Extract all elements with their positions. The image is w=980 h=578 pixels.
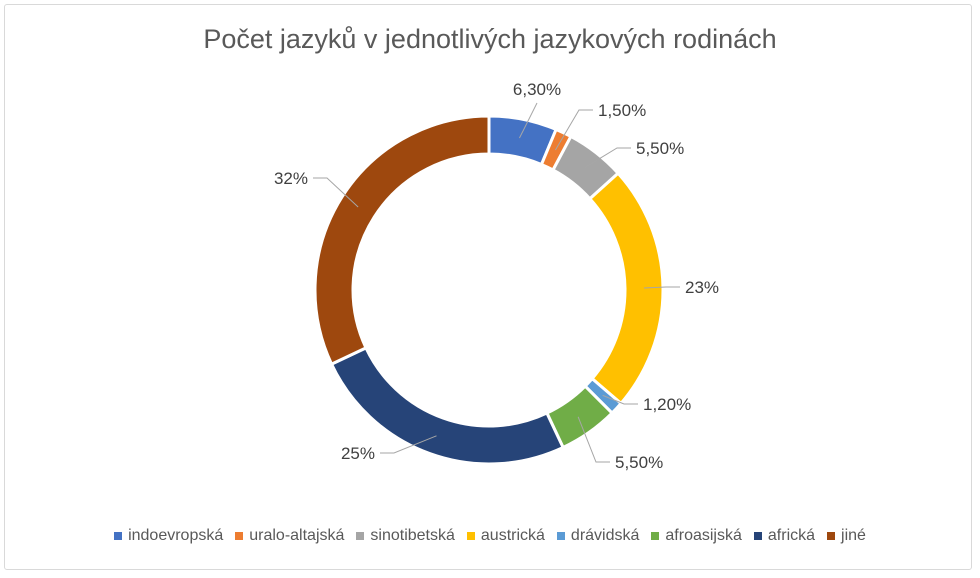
leader-line: [602, 394, 638, 405]
data-label: 5,50%: [636, 139, 684, 158]
legend-swatch: [651, 532, 660, 540]
legend-swatch: [356, 532, 365, 540]
data-label: 5,50%: [615, 453, 663, 472]
legend-label: austrická: [480, 527, 545, 544]
slice-austrická: [587, 171, 665, 406]
legend: indoevropská uralo-altajská sinotibetská au…: [0, 527, 980, 545]
legend-item: africká: [753, 527, 816, 545]
leader-line: [313, 177, 359, 208]
legend-label: drávidská: [570, 527, 640, 544]
legend-swatch: [114, 532, 123, 540]
data-label: 1,50%: [598, 101, 646, 120]
leader-line: [643, 286, 680, 289]
data-label: 32%: [274, 169, 308, 188]
legend-item: uralo-altajská: [235, 527, 344, 545]
data-label: 1,20%: [643, 395, 691, 414]
leader-line: [519, 102, 538, 139]
legend-label: sinotibetská: [370, 527, 455, 544]
leader-line: [577, 416, 610, 463]
legend-item: sinotibetská: [356, 527, 455, 545]
leader-line: [380, 435, 437, 454]
slice-jiné: [313, 114, 491, 367]
legend-item: drávidská: [556, 527, 640, 545]
legend-swatch: [556, 532, 565, 540]
legend-item: austrická: [466, 527, 545, 545]
data-label: 25%: [341, 444, 375, 463]
data-label: 23%: [685, 278, 719, 297]
legend-label: africká: [767, 527, 816, 544]
leader-line: [555, 109, 593, 151]
legend-swatch: [753, 532, 762, 540]
legend-label: afroasijská: [665, 527, 742, 544]
legend-label: uralo-altajská: [249, 527, 345, 544]
chart-title: Počet jazyků v jednotlivých jazykových r…: [203, 24, 777, 54]
legend-swatch: [235, 532, 244, 540]
legend-swatch: [827, 532, 836, 540]
legend-label: indoevropská: [128, 527, 224, 544]
data-label: 6,30%: [513, 80, 561, 99]
chart-frame: [4, 4, 972, 570]
legend-swatch: [466, 532, 475, 540]
legend-label: jiné: [841, 527, 866, 544]
legend-item: jiné: [827, 527, 866, 545]
legend-item: afroasijská: [651, 527, 742, 545]
legend-item: indoevropská: [114, 527, 223, 545]
leader-line: [584, 147, 631, 169]
